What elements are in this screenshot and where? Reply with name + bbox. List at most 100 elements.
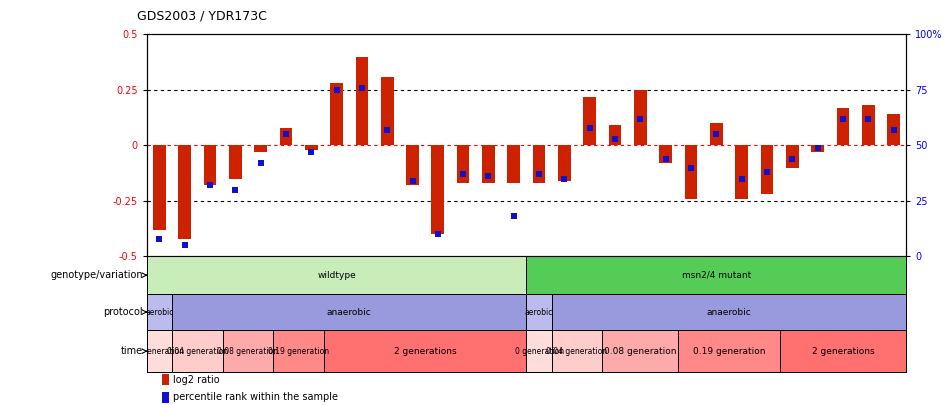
Bar bbox=[862, 105, 875, 145]
Text: 0.04 generation: 0.04 generation bbox=[547, 347, 607, 356]
Point bbox=[658, 156, 674, 162]
Text: 0 generation: 0 generation bbox=[515, 347, 564, 356]
Point bbox=[633, 115, 648, 122]
Bar bbox=[634, 90, 647, 145]
Bar bbox=[584, 96, 596, 145]
Bar bbox=[786, 145, 798, 168]
Point bbox=[760, 169, 775, 175]
Bar bbox=[558, 145, 570, 181]
Point bbox=[734, 175, 749, 182]
Bar bbox=[162, 374, 169, 385]
Bar bbox=[406, 145, 419, 185]
Bar bbox=[222, 330, 273, 372]
Bar bbox=[761, 145, 773, 194]
Point bbox=[278, 131, 293, 137]
Bar bbox=[356, 57, 368, 145]
Bar bbox=[482, 145, 495, 183]
Bar bbox=[431, 145, 445, 234]
Bar bbox=[172, 330, 222, 372]
Text: percentile rank within the sample: percentile rank within the sample bbox=[173, 392, 338, 403]
Bar bbox=[526, 330, 552, 372]
Bar bbox=[533, 145, 546, 183]
Point bbox=[253, 160, 268, 166]
Bar bbox=[147, 256, 526, 294]
Text: 0 generation: 0 generation bbox=[134, 347, 184, 356]
Bar bbox=[526, 294, 552, 330]
Bar bbox=[735, 145, 748, 198]
Point bbox=[532, 171, 547, 177]
Point bbox=[506, 213, 521, 220]
Bar bbox=[324, 330, 526, 372]
Point bbox=[379, 127, 394, 133]
Point bbox=[151, 235, 166, 242]
Bar bbox=[147, 294, 172, 330]
Point bbox=[607, 135, 622, 142]
Point bbox=[861, 115, 876, 122]
Point bbox=[177, 242, 192, 248]
Bar bbox=[685, 145, 697, 198]
Text: time: time bbox=[121, 346, 143, 356]
Bar bbox=[305, 145, 318, 150]
Text: 0.08 generation: 0.08 generation bbox=[218, 347, 278, 356]
Bar bbox=[526, 256, 906, 294]
Bar bbox=[678, 330, 780, 372]
Point bbox=[557, 175, 572, 182]
Point bbox=[228, 186, 243, 193]
Bar bbox=[552, 294, 906, 330]
Text: aerobic: aerobic bbox=[145, 307, 173, 317]
Bar bbox=[836, 108, 850, 145]
Bar bbox=[608, 126, 622, 145]
Bar bbox=[507, 145, 520, 183]
Bar bbox=[603, 330, 678, 372]
Bar bbox=[330, 83, 342, 145]
Point bbox=[835, 115, 850, 122]
Point bbox=[785, 156, 800, 162]
Point bbox=[329, 87, 344, 93]
Text: wildtype: wildtype bbox=[317, 271, 356, 280]
Text: 0.19 generation: 0.19 generation bbox=[692, 347, 765, 356]
Bar bbox=[280, 128, 292, 145]
Point bbox=[304, 149, 319, 155]
Point bbox=[886, 127, 902, 133]
Point bbox=[202, 182, 218, 188]
Bar bbox=[710, 123, 723, 145]
Text: 0.04 generation: 0.04 generation bbox=[166, 347, 228, 356]
Text: msn2/4 mutant: msn2/4 mutant bbox=[682, 271, 751, 280]
Text: protocol: protocol bbox=[103, 307, 143, 317]
Bar bbox=[812, 145, 824, 152]
Text: genotype/variation: genotype/variation bbox=[50, 270, 143, 280]
Text: aerobic: aerobic bbox=[525, 307, 553, 317]
Bar bbox=[552, 330, 603, 372]
Text: log2 ratio: log2 ratio bbox=[173, 375, 219, 385]
Bar bbox=[229, 145, 241, 179]
Point bbox=[582, 124, 597, 131]
Bar bbox=[273, 330, 324, 372]
Text: 2 generations: 2 generations bbox=[812, 347, 874, 356]
Point bbox=[456, 171, 471, 177]
Text: anaerobic: anaerobic bbox=[326, 307, 372, 317]
Bar bbox=[254, 145, 267, 152]
Bar bbox=[381, 77, 394, 145]
Text: 2 generations: 2 generations bbox=[394, 347, 457, 356]
Point bbox=[405, 177, 420, 184]
Bar bbox=[178, 145, 191, 239]
Bar bbox=[153, 145, 166, 230]
Text: GDS2003 / YDR173C: GDS2003 / YDR173C bbox=[137, 9, 267, 22]
Text: 0.19 generation: 0.19 generation bbox=[268, 347, 329, 356]
Bar bbox=[147, 330, 172, 372]
Bar bbox=[172, 294, 526, 330]
Bar bbox=[203, 145, 217, 185]
Point bbox=[810, 144, 825, 151]
Point bbox=[709, 131, 724, 137]
Point bbox=[481, 173, 496, 180]
Point bbox=[355, 84, 370, 91]
Bar bbox=[887, 114, 900, 145]
Bar bbox=[162, 392, 169, 403]
Text: 0.08 generation: 0.08 generation bbox=[604, 347, 676, 356]
Bar bbox=[457, 145, 469, 183]
Text: anaerobic: anaerobic bbox=[707, 307, 751, 317]
Bar bbox=[659, 145, 672, 163]
Bar bbox=[780, 330, 906, 372]
Point bbox=[683, 164, 698, 171]
Point bbox=[430, 231, 446, 237]
